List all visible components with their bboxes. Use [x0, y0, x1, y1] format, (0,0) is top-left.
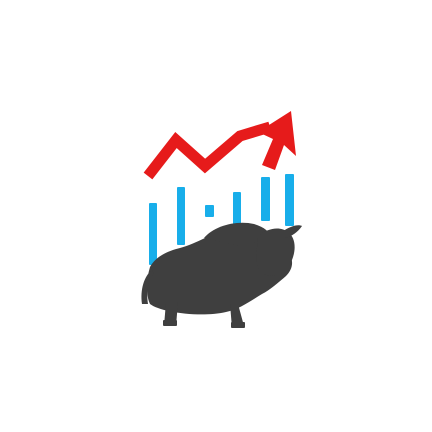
bull-horn: [282, 225, 302, 238]
arrow-head: [258, 111, 296, 170]
bull-back-hoof: [163, 320, 177, 326]
trend-line: [143, 121, 272, 180]
chart-bar-2: [177, 187, 185, 245]
chart-bar-6: [285, 174, 294, 226]
chart-bar-5: [261, 177, 270, 221]
bull-body: [147, 227, 293, 315]
bull-tail: [141, 270, 154, 304]
bull-hump: [204, 222, 272, 246]
bull-head: [256, 228, 295, 276]
bull-front-hoof: [231, 322, 245, 328]
trend-up-arrow-icon: [143, 111, 296, 180]
chart-bar-1: [149, 203, 157, 265]
chart-bar-3: [205, 205, 214, 217]
bull-icon: [141, 222, 302, 328]
